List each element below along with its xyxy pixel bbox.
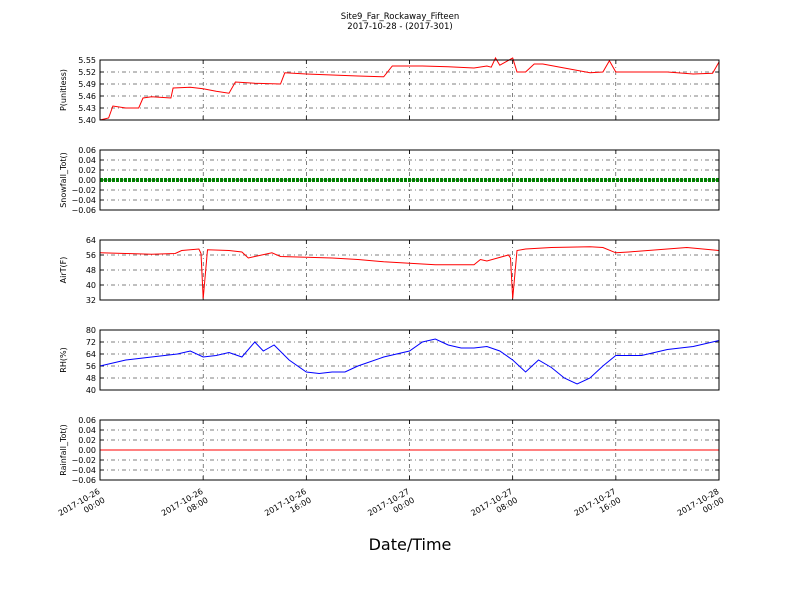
y-tick-label: 40 bbox=[86, 386, 96, 395]
y-tick-label: 5.52 bbox=[78, 68, 96, 77]
y-tick-label: 0.02 bbox=[78, 436, 96, 445]
panel-4: 40 48 56 64 72 80 RH(%) bbox=[59, 326, 720, 395]
y-tick-label: 0.00 bbox=[78, 446, 96, 455]
y-axis-label: AirT(F) bbox=[59, 257, 68, 284]
y-tick-label: 5.43 bbox=[78, 104, 96, 113]
y-tick-label: 0.04 bbox=[78, 426, 96, 435]
y-tick-label: 64 bbox=[86, 350, 96, 359]
plot-frame bbox=[99, 419, 720, 481]
y-tick-label: 64 bbox=[86, 236, 96, 245]
y-axis-label: Rainfall_Tot() bbox=[59, 424, 68, 476]
y-tick-label: −0.06 bbox=[71, 206, 96, 215]
y-tick-label: 56 bbox=[86, 362, 96, 371]
y-axis-label: RH(%) bbox=[59, 347, 68, 372]
y-tick-label: −0.02 bbox=[71, 186, 96, 195]
y-tick-label: 72 bbox=[86, 338, 96, 347]
panel-1: 5.40 5.43 5.46 5.49 5.52 5.55 P(unitless) bbox=[59, 56, 720, 125]
y-tick-label: 40 bbox=[86, 281, 96, 290]
chart-subtitle: 2017-10-28 - (2017-301) bbox=[347, 22, 452, 32]
y-tick-label: 0.06 bbox=[78, 146, 96, 155]
y-tick-label: 0.00 bbox=[78, 176, 96, 185]
panel-2: −0.06−0.04−0.020.000.020.040.06 Snowfall_… bbox=[59, 146, 720, 215]
series-line bbox=[99, 338, 720, 385]
plot-frame bbox=[99, 239, 720, 301]
series-line bbox=[99, 56, 720, 121]
y-tick-label: −0.04 bbox=[71, 196, 96, 205]
y-tick-label: 5.49 bbox=[78, 80, 96, 89]
chart-title: Site9_Far_Rockaway_Fifteen bbox=[341, 12, 460, 22]
y-tick-label: 5.40 bbox=[78, 116, 96, 125]
y-tick-label: 0.06 bbox=[78, 416, 96, 425]
plot-frame bbox=[99, 59, 720, 121]
series-line bbox=[99, 246, 720, 299]
y-tick-label: 32 bbox=[86, 296, 96, 305]
y-tick-label: −0.06 bbox=[71, 476, 96, 485]
panel-3: 32 40 48 56 64 AirT(F) bbox=[59, 236, 720, 305]
y-tick-label: 48 bbox=[86, 374, 96, 383]
y-axis-label: P(unitless) bbox=[59, 69, 68, 111]
y-tick-label: 5.46 bbox=[78, 92, 96, 101]
y-tick-label: 0.04 bbox=[78, 156, 96, 165]
y-tick-label: 56 bbox=[86, 251, 96, 260]
y-tick-label: −0.02 bbox=[71, 456, 96, 465]
y-axis-label: Snowfall_Tot() bbox=[59, 152, 68, 208]
x-axis-label: Date/Time bbox=[369, 535, 452, 554]
y-tick-label: 48 bbox=[86, 266, 96, 275]
plot-frame bbox=[99, 329, 720, 391]
panels: 5.40 5.43 5.46 5.49 5.52 5.55 P(unitless) −0.06… bbox=[59, 56, 720, 485]
y-tick-label: 80 bbox=[86, 326, 96, 335]
y-tick-label: 0.02 bbox=[78, 166, 96, 175]
y-tick-label: −0.04 bbox=[71, 466, 96, 475]
y-tick-label: 5.55 bbox=[78, 56, 96, 65]
panel-5: −0.06−0.04−0.020.000.020.040.06 Rainfall_… bbox=[59, 416, 720, 485]
plot-frame bbox=[99, 149, 720, 211]
